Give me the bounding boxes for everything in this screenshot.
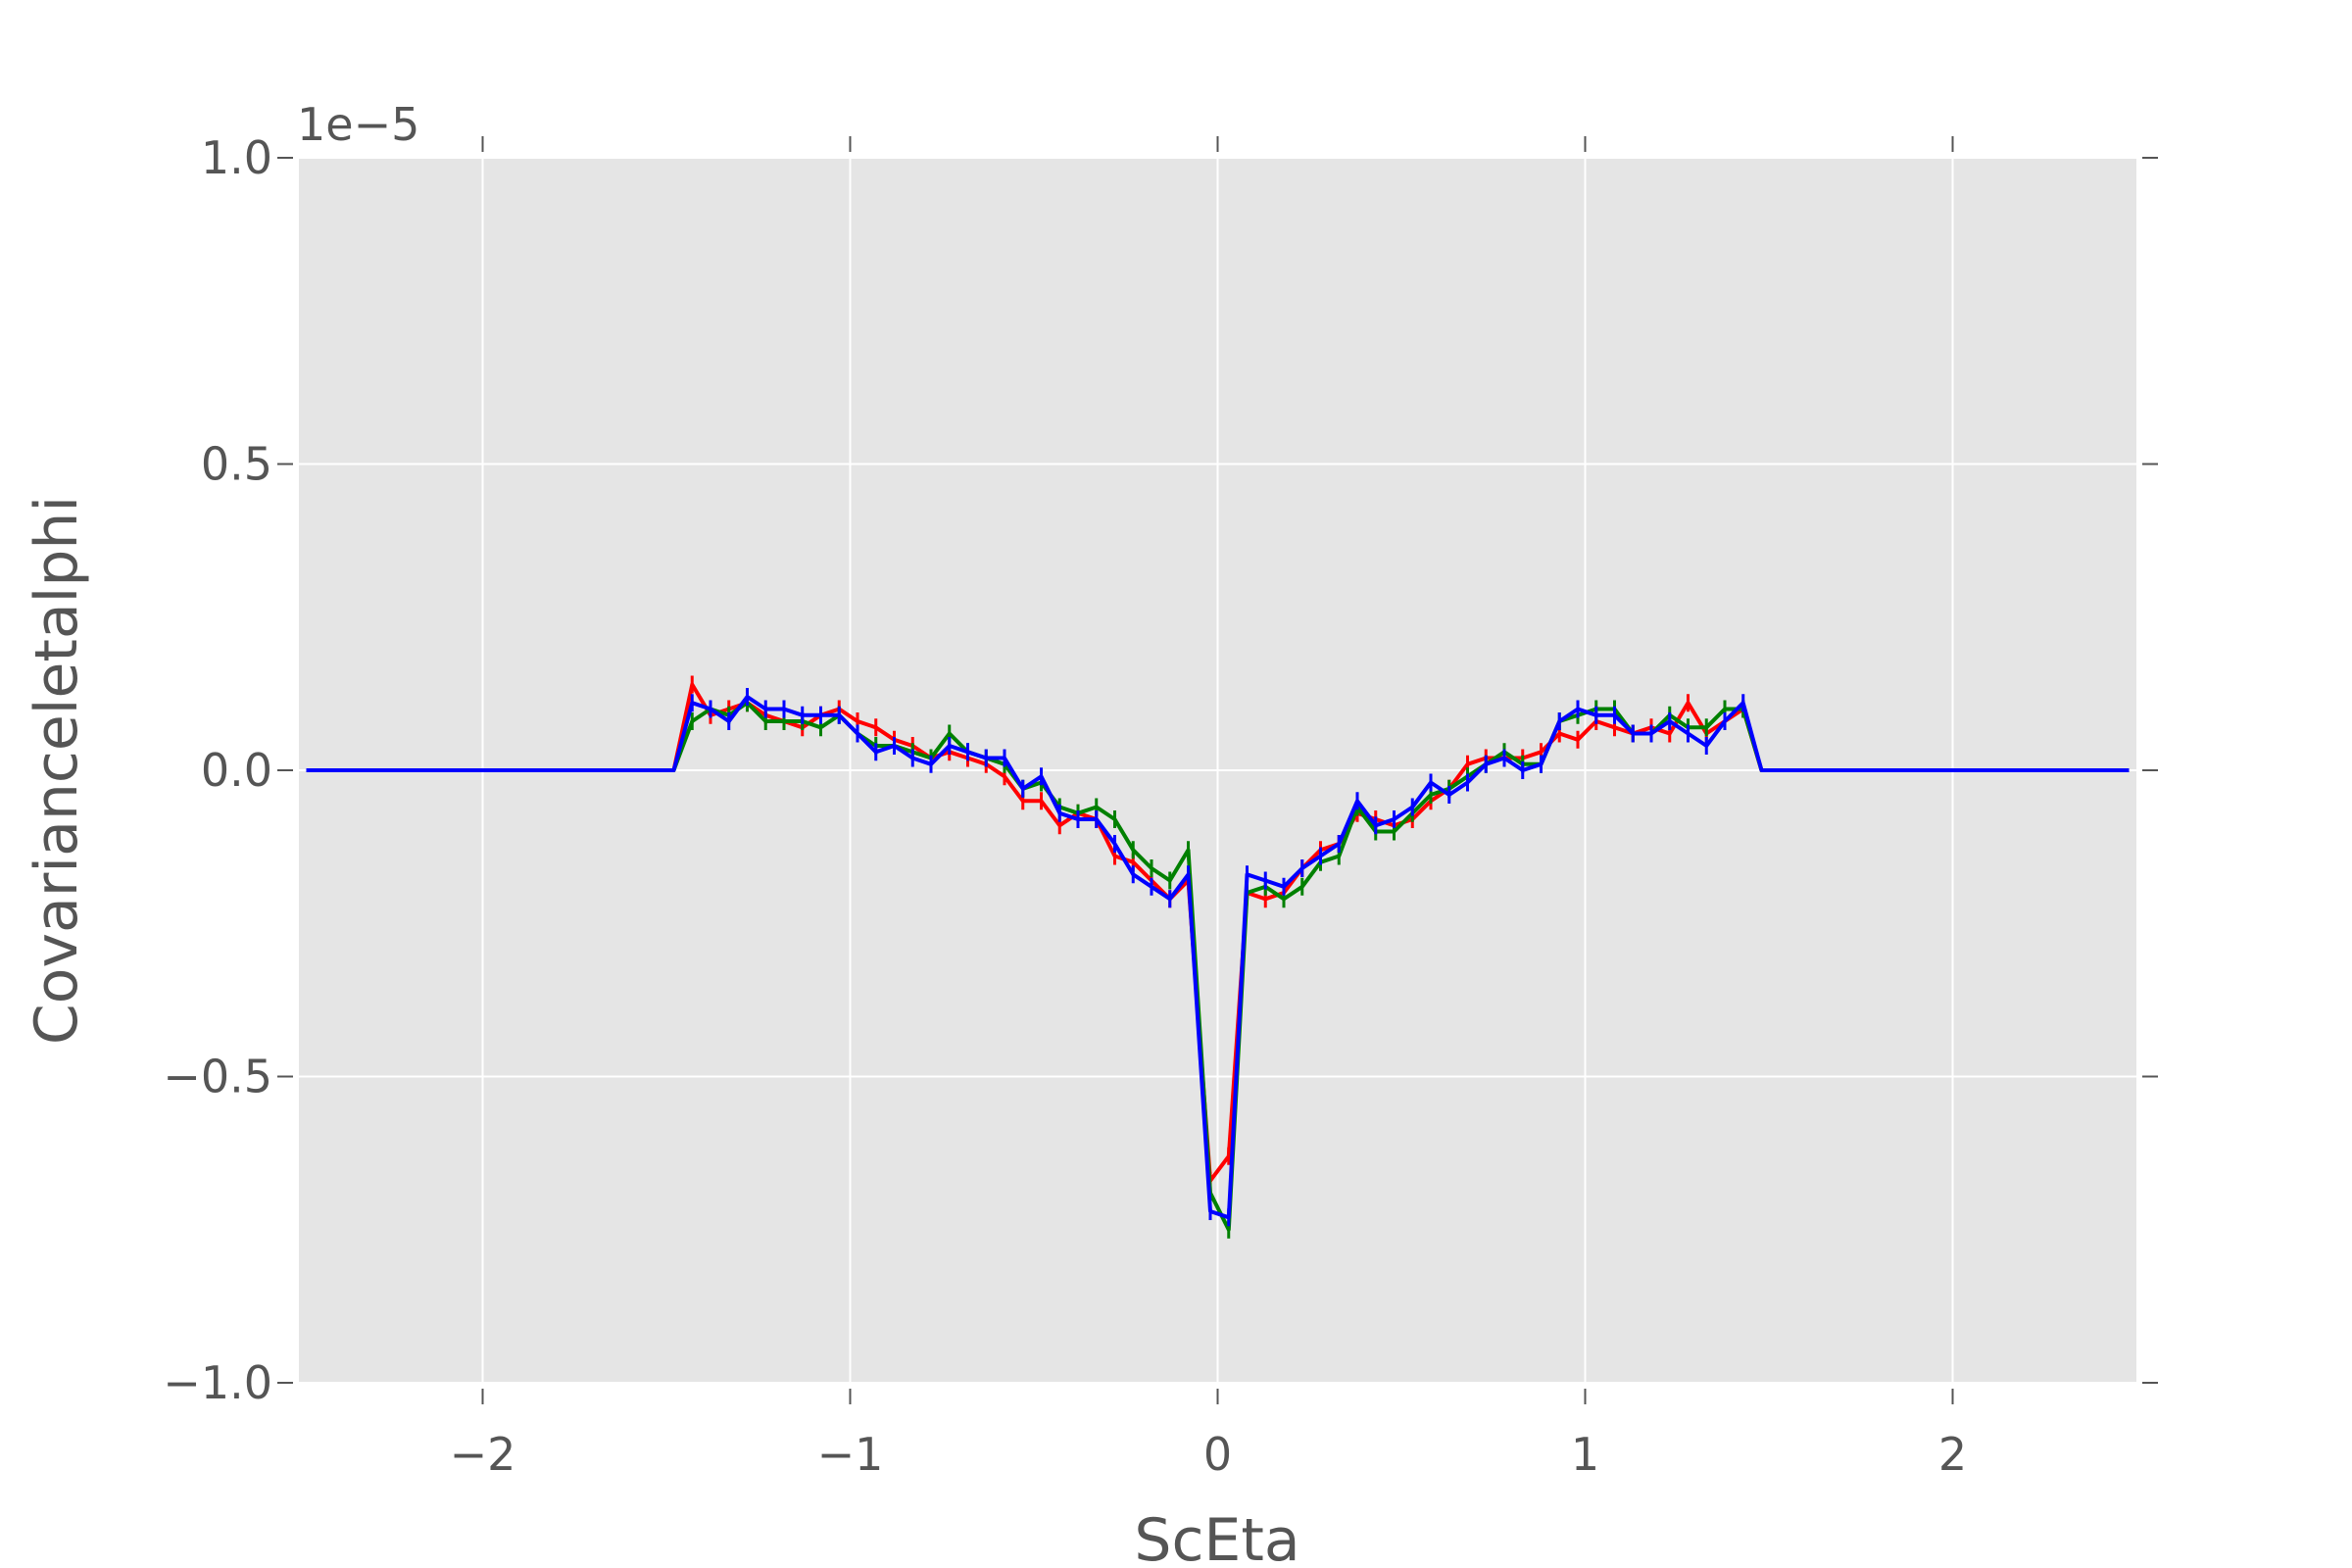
ticks	[277, 136, 2158, 1404]
x-tick-label: 1	[1571, 1428, 1599, 1481]
x-tick-label: −1	[817, 1428, 884, 1481]
x-axis-label: ScEta	[1134, 1506, 1299, 1568]
series-line-3	[306, 695, 2130, 1220]
y-offset-label: 1e−5	[297, 98, 419, 151]
y-tick-label: 0.0	[201, 744, 272, 797]
y-axis-label: Covarianceletalphi	[23, 496, 91, 1045]
tick-labels: −2 −1 0 1 2 −1.0 −0.5 0.0 0.5 1.0	[163, 131, 1967, 1481]
series-group	[306, 675, 2130, 1239]
series-line-1	[306, 682, 2130, 1183]
y-tick-label: −0.5	[163, 1051, 272, 1103]
x-tick-label: −2	[450, 1428, 516, 1481]
x-tick-label: 0	[1203, 1428, 1232, 1481]
y-tick-label: −1.0	[163, 1356, 272, 1409]
y-tick-label: 0.5	[201, 438, 272, 491]
y-tick-label: 1.0	[201, 131, 272, 184]
x-tick-label: 2	[1938, 1428, 1967, 1481]
